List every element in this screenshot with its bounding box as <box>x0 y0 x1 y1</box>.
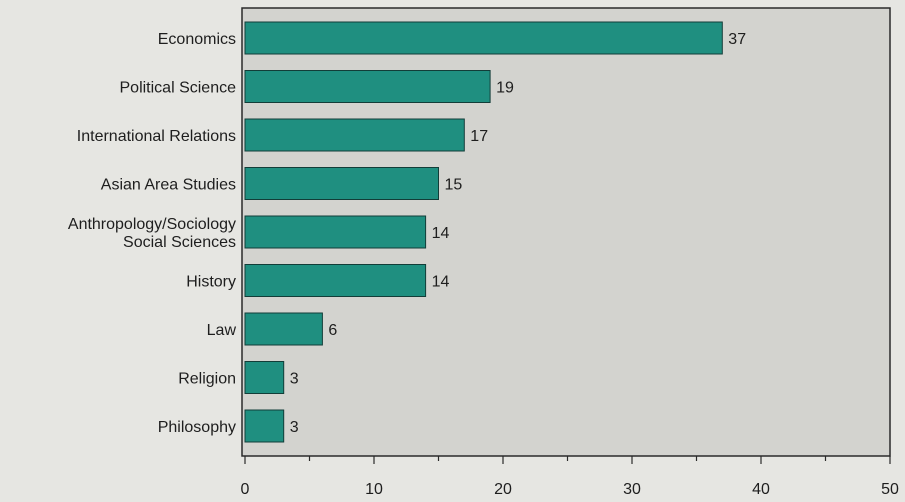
bar <box>244 409 285 443</box>
bar <box>244 21 723 55</box>
x-tick-label: 0 <box>241 481 250 498</box>
value-label: 17 <box>470 128 488 145</box>
value-label: 14 <box>432 225 450 242</box>
category-label: International Relations <box>77 128 236 145</box>
category-label: Economics <box>158 31 236 48</box>
category-label: Anthropology/Sociology Social Sciences <box>68 216 236 251</box>
category-labels-group: Economics Political Science International … <box>68 31 237 436</box>
value-label: 15 <box>445 177 463 194</box>
x-tick-label: 40 <box>752 481 770 498</box>
bar <box>244 361 285 394</box>
value-labels-group: 37 19 17 15 14 14 6 3 3 <box>290 31 746 436</box>
value-label: 19 <box>496 80 514 97</box>
x-axis: 0 10 20 30 40 50 <box>241 456 899 498</box>
bar <box>244 312 323 346</box>
category-label: Religion <box>178 371 236 388</box>
x-tick-label: 50 <box>881 481 899 498</box>
value-label: 3 <box>290 371 299 388</box>
category-label: Law <box>207 322 237 339</box>
bar <box>244 215 427 249</box>
category-label: Political Science <box>120 80 237 97</box>
bars-group <box>244 21 723 443</box>
bar <box>244 118 465 152</box>
x-tick-label: 10 <box>365 481 383 498</box>
value-label: 3 <box>290 419 299 436</box>
value-label: 6 <box>328 322 337 339</box>
value-label: 14 <box>432 274 450 291</box>
value-label: 37 <box>728 31 746 48</box>
bar <box>244 70 491 103</box>
x-tick-label: 30 <box>623 481 641 498</box>
category-label: History <box>186 274 236 291</box>
x-tick-label: 20 <box>494 481 512 498</box>
category-label: Asian Area Studies <box>101 177 236 194</box>
bar <box>244 264 427 297</box>
bar <box>244 167 439 200</box>
category-label: Philosophy <box>158 419 236 436</box>
